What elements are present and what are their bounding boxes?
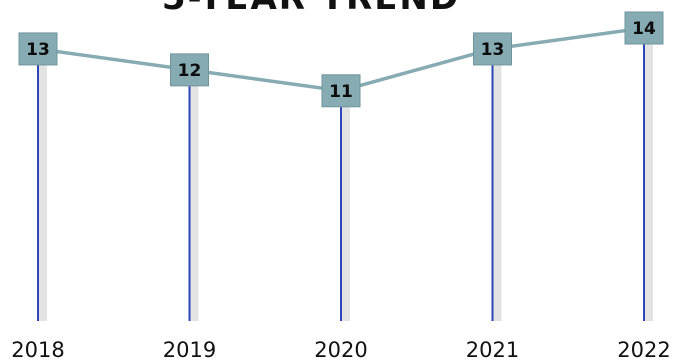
drop-line-shadow-2018 [39,48,47,322]
data-label-2022: 14 [624,11,664,45]
data-label-value: 14 [632,19,656,39]
drop-line-shadow-2021 [493,48,502,322]
data-label-value: 12 [178,61,202,81]
data-label-box [624,11,664,45]
drop-line-shadow-2020 [342,90,350,322]
drop-line-shadow-2019 [190,69,199,321]
data-label-value: 13 [26,40,50,60]
data-label-box [321,74,361,108]
x-tick-label: 2018 [11,338,64,362]
data-labels: 13 12 11 13 14 [18,11,664,108]
data-label-box [170,53,209,87]
data-label-box [18,32,58,66]
x-tick-label: 2019 [163,338,216,362]
x-tick-label: 2020 [314,338,367,362]
data-label-2020: 11 [321,74,361,108]
data-label-2018: 13 [18,32,58,66]
data-label-value: 11 [329,82,353,102]
chart-title: 5-YEAR TREND [162,0,460,18]
data-label-box [473,32,512,66]
data-label-value: 13 [481,40,505,60]
drop-line-shadow-2022 [645,28,653,321]
x-tick-label: 2022 [617,338,670,362]
data-label-2021: 13 [473,32,512,66]
x-axis: 2018 2019 2020 2021 2022 [11,338,670,362]
drop-lines [37,28,653,322]
x-tick-label: 2021 [466,338,519,362]
data-label-2019: 12 [170,53,209,87]
